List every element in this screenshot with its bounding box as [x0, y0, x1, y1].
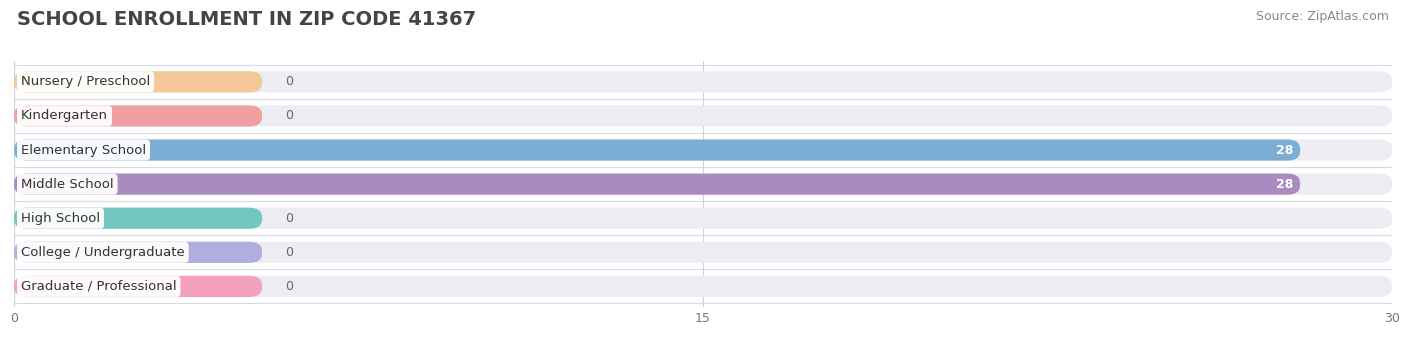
- FancyBboxPatch shape: [14, 242, 1392, 263]
- Text: College / Undergraduate: College / Undergraduate: [21, 246, 184, 259]
- Text: 0: 0: [285, 212, 292, 225]
- FancyBboxPatch shape: [14, 139, 1301, 161]
- Text: Middle School: Middle School: [21, 178, 114, 191]
- Text: 28: 28: [1275, 178, 1294, 191]
- FancyBboxPatch shape: [14, 208, 262, 229]
- Text: 0: 0: [285, 246, 292, 259]
- Text: High School: High School: [21, 212, 100, 225]
- FancyBboxPatch shape: [14, 174, 1301, 195]
- Text: Nursery / Preschool: Nursery / Preschool: [21, 75, 150, 88]
- Text: SCHOOL ENROLLMENT IN ZIP CODE 41367: SCHOOL ENROLLMENT IN ZIP CODE 41367: [17, 10, 477, 29]
- FancyBboxPatch shape: [14, 276, 262, 297]
- Text: Elementary School: Elementary School: [21, 144, 146, 157]
- FancyBboxPatch shape: [14, 71, 1392, 92]
- Text: Source: ZipAtlas.com: Source: ZipAtlas.com: [1256, 10, 1389, 23]
- FancyBboxPatch shape: [14, 105, 262, 127]
- Text: Kindergarten: Kindergarten: [21, 109, 108, 122]
- Text: Graduate / Professional: Graduate / Professional: [21, 280, 177, 293]
- FancyBboxPatch shape: [14, 174, 1392, 195]
- Text: 0: 0: [285, 75, 292, 88]
- FancyBboxPatch shape: [14, 242, 262, 263]
- Text: 0: 0: [285, 280, 292, 293]
- FancyBboxPatch shape: [14, 105, 1392, 127]
- Text: 28: 28: [1275, 144, 1294, 157]
- FancyBboxPatch shape: [14, 276, 1392, 297]
- FancyBboxPatch shape: [14, 139, 1392, 161]
- Text: 0: 0: [285, 109, 292, 122]
- FancyBboxPatch shape: [14, 71, 262, 92]
- FancyBboxPatch shape: [14, 208, 1392, 229]
